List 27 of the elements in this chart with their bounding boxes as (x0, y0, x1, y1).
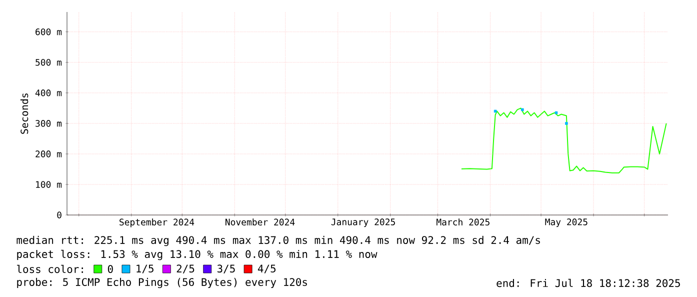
point (521, 108, 524, 112)
y-tick-label: 100 m (36, 181, 62, 188)
x-tick-label: May 2025 (545, 218, 588, 228)
legend-label: 3/5 (217, 264, 235, 274)
y-tick-label: 600 m (36, 28, 62, 36)
x-tick-label: January 2025 (331, 218, 395, 228)
legend-label: 4/5 (258, 264, 276, 274)
x-tick-label: March 2025 (436, 218, 490, 226)
text: packet loss: 1.53 % avg 13.10 % max 0.00 % min 1.11 % now (17, 250, 378, 260)
y-tick-label: 0 (57, 212, 62, 218)
x-tick-label: November 2024 (226, 218, 295, 226)
legend-title: loss color: (17, 264, 83, 274)
text: probe: 5 ICMP Echo Pings (56 Bytes) every 120s (17, 278, 307, 288)
x-tick-label: September 2024 (120, 218, 194, 228)
text: median rtt: 225.1 ms avg 490.4 ms max 137.0 ms min 490.4 ms now 92.2 ms sd 2.4 am/s (16, 236, 540, 246)
legend-label: 2/5 (176, 264, 194, 274)
y-tick-label: 400 m (35, 90, 62, 96)
y-tick-label: 200 m (36, 150, 62, 158)
legend-label: 1/5 (136, 264, 154, 274)
point (494, 110, 497, 113)
y-tick-label: 500 m (36, 58, 62, 66)
y-tick-label: 300 m (36, 120, 62, 127)
point (554, 111, 558, 114)
text: end: Fri Jul 18 18:12:38 2025 (496, 278, 680, 288)
legend-label: 0 (108, 265, 113, 273)
point (565, 122, 568, 125)
y-axis-title: Seconds (20, 93, 28, 134)
